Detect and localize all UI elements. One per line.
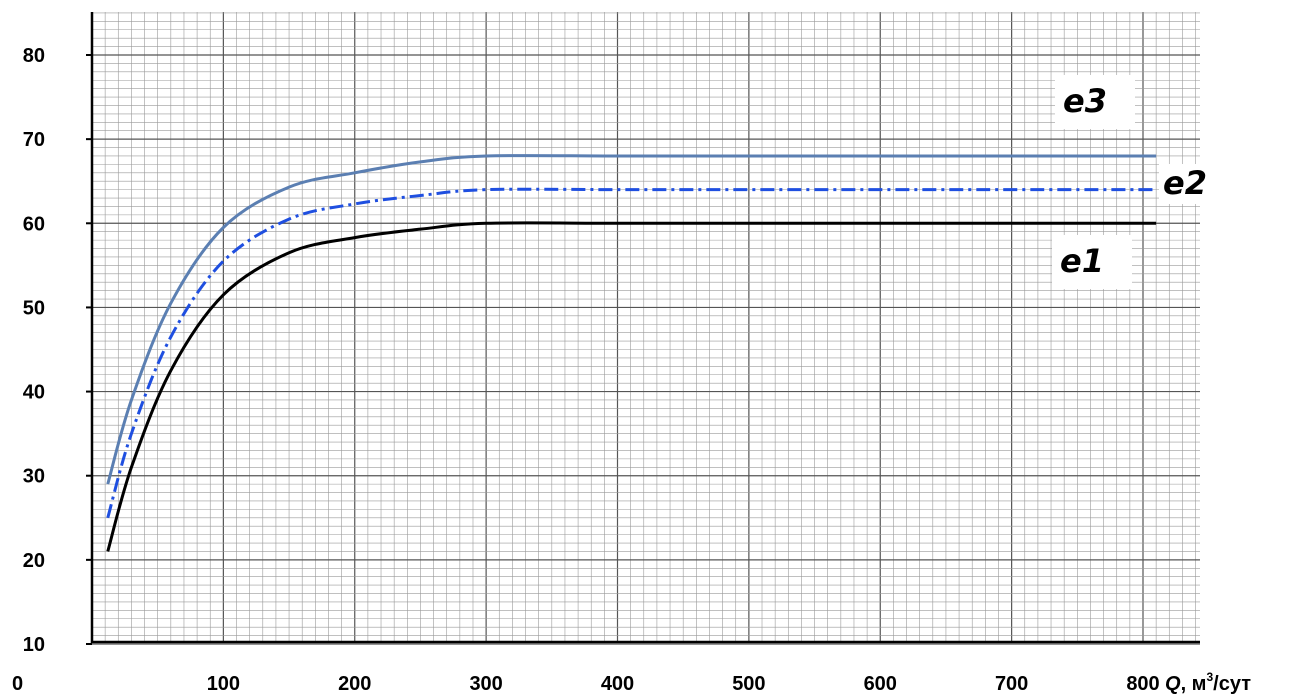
series-line-e3 bbox=[106, 154, 1157, 485]
series-label-e3: e3 bbox=[1063, 82, 1107, 120]
y-tick-label: 30 bbox=[23, 466, 45, 488]
series-label-background bbox=[1055, 75, 1135, 129]
x-tick-label: 300 bbox=[469, 673, 502, 695]
y-tick-label: 70 bbox=[23, 129, 45, 151]
y-axis-ticks: 10 20 30 40 50 60 70 80 bbox=[23, 45, 45, 656]
series-label-background bbox=[1159, 164, 1209, 204]
x-tick-label: 200 bbox=[338, 673, 371, 695]
x-axis-unit-tail: /сут bbox=[1213, 673, 1251, 695]
x-tick-label: 600 bbox=[864, 673, 897, 695]
series-label-e1: e1 bbox=[1060, 242, 1104, 280]
x-axis-ticks: 0 100 200 300 400 500 600 700 800 bbox=[12, 673, 1160, 695]
series-line-e1 bbox=[106, 221, 1157, 552]
series-label-background bbox=[1052, 235, 1132, 289]
x-tick-label: 0 bbox=[12, 673, 23, 695]
y-tick-label: 10 bbox=[23, 634, 45, 656]
y-tick-label: 20 bbox=[23, 550, 45, 572]
x-tick-label: 800 bbox=[1126, 673, 1159, 695]
series-label-e2: e2 bbox=[1163, 164, 1207, 202]
y-tick-label: 50 bbox=[23, 297, 45, 319]
x-axis-unit-label: Q, м3/сут bbox=[1165, 670, 1251, 695]
axes bbox=[86, 12, 1200, 645]
x-axis-symbol: Q bbox=[1165, 673, 1181, 695]
x-axis-unit-text: , м bbox=[1181, 673, 1207, 695]
y-tick-label: 40 bbox=[23, 382, 45, 404]
x-tick-label: 700 bbox=[995, 673, 1028, 695]
x-axis-unit-sup: 3 bbox=[1206, 670, 1213, 684]
series-lines bbox=[106, 154, 1157, 552]
y-tick-label: 80 bbox=[23, 45, 45, 67]
series-labels: e1 e2 e3 bbox=[1052, 75, 1209, 289]
x-tick-label: 500 bbox=[732, 673, 765, 695]
series-line-e2 bbox=[106, 187, 1157, 519]
x-tick-label: 400 bbox=[601, 673, 634, 695]
grid bbox=[91, 12, 1200, 645]
y-tick-label: 60 bbox=[23, 213, 45, 235]
x-tick-label: 100 bbox=[207, 673, 240, 695]
